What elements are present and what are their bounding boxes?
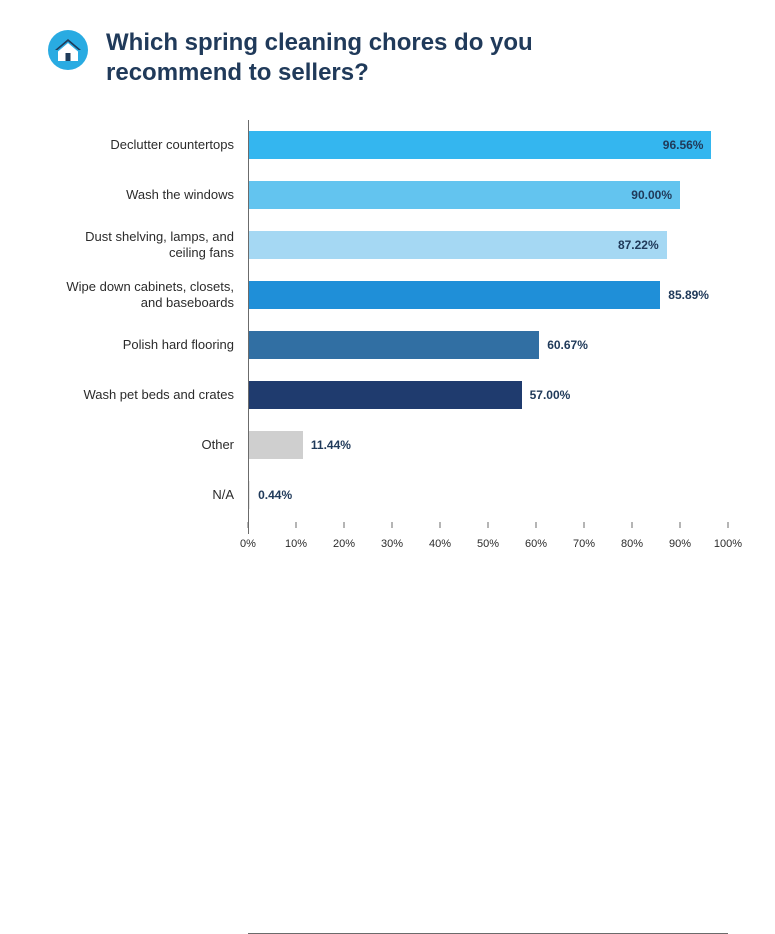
chart-row: Dust shelving, lamps, and ceiling fans 87… xyxy=(48,220,728,270)
bar-area: 87.22% xyxy=(248,231,728,259)
x-tick-mark xyxy=(584,522,585,528)
category-label: Declutter countertops xyxy=(48,137,248,153)
x-tick-mark xyxy=(488,522,489,528)
x-tick-label: 90% xyxy=(669,538,691,550)
chart-row: Wipe down cabinets, closets, and baseboa… xyxy=(48,270,728,320)
header: Which spring cleaning chores do you reco… xyxy=(0,0,775,88)
bar-value: 96.56% xyxy=(663,138,704,152)
bar-chart: Declutter countertops 96.56% Wash the wind… xyxy=(48,120,728,920)
x-tick-label: 0% xyxy=(240,538,256,550)
x-axis-ticks: 0%10%20%30%40%50%60%70%80%90%100% xyxy=(248,534,728,558)
chart-row: Polish hard flooring60.67% xyxy=(48,320,728,370)
category-label: Wash pet beds and crates xyxy=(48,387,248,403)
x-tick-label: 30% xyxy=(381,538,403,550)
x-tick-mark xyxy=(536,522,537,528)
chart-title: Which spring cleaning chores do you reco… xyxy=(106,28,666,88)
bar-area: 57.00% xyxy=(248,381,728,409)
bar-value: 90.00% xyxy=(631,188,672,202)
bar-area: 60.67% xyxy=(248,331,728,359)
x-tick-label: 80% xyxy=(621,538,643,550)
chart-row: Wash pet beds and crates57.00% xyxy=(48,370,728,420)
bar: 87.22% xyxy=(248,231,667,259)
x-tick-label: 50% xyxy=(477,538,499,550)
chart-row: Other11.44% xyxy=(48,420,728,470)
chart-rows: Declutter countertops 96.56% Wash the wind… xyxy=(48,120,728,520)
x-tick-mark xyxy=(728,522,729,528)
bar: 57.00% xyxy=(248,381,522,409)
bar: 60.67% xyxy=(248,331,539,359)
brand-logo-icon xyxy=(48,30,88,70)
x-tick-mark xyxy=(248,522,249,528)
bar-value: 85.89% xyxy=(668,288,709,302)
x-tick-mark xyxy=(344,522,345,528)
bar-value: 11.44% xyxy=(311,438,351,452)
bar-area: 90.00% xyxy=(248,181,728,209)
x-tick-mark xyxy=(680,522,681,528)
x-tick-label: 20% xyxy=(333,538,355,550)
category-label: Polish hard flooring xyxy=(48,337,248,353)
x-tick-mark xyxy=(440,522,441,528)
x-tick-label: 40% xyxy=(429,538,451,550)
bar-area: 85.89% xyxy=(248,281,728,309)
bar-value: 57.00% xyxy=(530,388,571,402)
bar: 11.44% xyxy=(248,431,303,459)
bar-area: 11.44% xyxy=(248,431,728,459)
bar-area: 96.56% xyxy=(248,131,728,159)
y-axis-line xyxy=(248,120,249,534)
x-tick-mark xyxy=(392,522,393,528)
bar: 90.00% xyxy=(248,181,680,209)
category-label: Dust shelving, lamps, and ceiling fans xyxy=(48,229,248,262)
category-label: Wipe down cabinets, closets, and baseboa… xyxy=(48,279,248,312)
x-tick-label: 60% xyxy=(525,538,547,550)
x-tick-label: 70% xyxy=(573,538,595,550)
category-label: N/A xyxy=(48,487,248,503)
bar: 96.56% xyxy=(248,131,711,159)
bar-value: 0.44% xyxy=(258,488,292,502)
x-tick-label: 10% xyxy=(285,538,307,550)
category-label: Other xyxy=(48,437,248,453)
bar: 85.89% xyxy=(248,281,660,309)
bar-value: 87.22% xyxy=(618,238,659,252)
x-tick-mark xyxy=(296,522,297,528)
x-tick-label: 100% xyxy=(714,538,742,550)
category-label: Wash the windows xyxy=(48,187,248,203)
chart-row: Declutter countertops 96.56% xyxy=(48,120,728,170)
bar-area: 0.44% xyxy=(248,481,728,509)
bar-value: 60.67% xyxy=(547,338,588,352)
chart-row: N/A 0.44% xyxy=(48,470,728,520)
x-tick-mark xyxy=(632,522,633,528)
chart-row: Wash the windows 90.00% xyxy=(48,170,728,220)
